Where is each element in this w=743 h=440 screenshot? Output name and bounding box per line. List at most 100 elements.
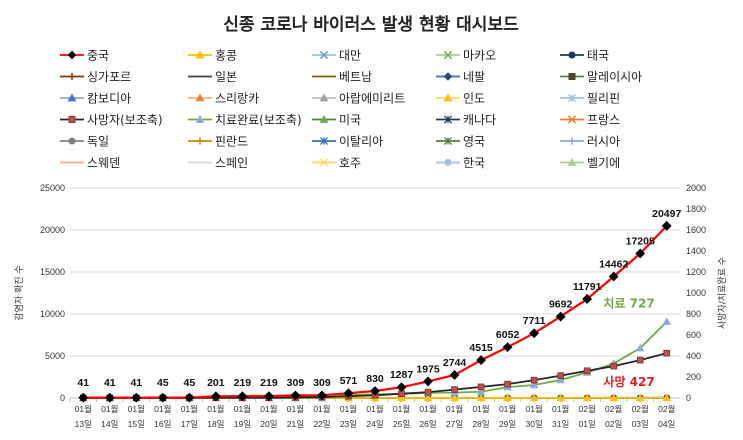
data-point	[556, 393, 565, 402]
x-tick-label: 14일	[101, 419, 118, 429]
legend-entry: 일본	[188, 70, 237, 84]
data-label: 20497	[652, 208, 681, 220]
data-point	[582, 294, 593, 304]
data-label: 219	[234, 377, 252, 389]
legend-entry: 사망자(보조축)	[60, 113, 163, 127]
plot-area	[78, 220, 672, 403]
legend-label: 한국	[463, 156, 485, 170]
legend-marker	[67, 50, 77, 60]
x-tick-label: 30일	[525, 419, 542, 429]
legend-label: 미국	[339, 113, 361, 127]
legend-label: 일본	[215, 70, 237, 84]
data-point	[635, 343, 645, 352]
data-point	[449, 370, 460, 380]
data-point	[423, 393, 433, 402]
annotations: 치료 727 사망 427	[603, 296, 654, 390]
data-point	[504, 380, 511, 388]
data-label: 41	[130, 377, 142, 389]
x-tick-label: 01월	[181, 404, 198, 414]
annotation-recovered: 치료 727	[603, 296, 654, 311]
x-tick-label: 29일	[499, 419, 516, 429]
x-tick-label: 01월	[154, 404, 171, 414]
legend-marker	[568, 137, 576, 145]
legend-marker	[443, 50, 453, 60]
data-point	[476, 393, 486, 402]
legend-entry: 캄보디아	[60, 92, 131, 106]
legend-entry: 중국	[60, 49, 109, 63]
y-tick-right: 1400	[686, 246, 706, 256]
legend-label: 싱가포르	[87, 70, 131, 84]
legend-marker	[444, 158, 452, 167]
x-tick-label: 01월	[499, 404, 516, 414]
legend-label: 독일	[87, 135, 109, 149]
x-tick-label: 02월	[605, 404, 622, 414]
legend-entry: 태국	[560, 49, 609, 63]
data-point	[131, 392, 142, 403]
data-label: 1975	[416, 363, 440, 375]
data-label: 41	[77, 377, 89, 389]
legend-marker	[319, 158, 329, 167]
legend-label: 네팔	[463, 70, 485, 84]
x-tick-label: 19일	[234, 419, 251, 429]
y-tick-left: 25000	[40, 183, 65, 193]
data-label: 17205	[626, 235, 655, 247]
data-point	[477, 383, 485, 391]
data-point	[237, 391, 248, 402]
data-label: 830	[366, 373, 384, 385]
x-tick-label: 23일	[340, 419, 357, 429]
y-tick-left: 0	[60, 393, 65, 403]
y-tick-left: 5000	[45, 351, 65, 361]
x-tick-label: 16일	[154, 419, 171, 429]
data-label: 309	[313, 377, 331, 389]
x-tick-label: 28일	[472, 419, 489, 429]
y-tick-right: 1000	[686, 288, 706, 298]
y-axis-title-left: 감염자 확진 수	[13, 265, 25, 320]
x-tick-label: 21일	[287, 419, 304, 429]
legend-marker	[195, 114, 205, 123]
data-point	[608, 271, 619, 282]
x-tick-label: 01월	[313, 404, 330, 414]
legend-marker	[195, 50, 205, 59]
y-tick-right: 400	[686, 351, 701, 361]
data-label: 45	[157, 377, 169, 389]
legend-label: 스웨덴	[87, 156, 120, 170]
data-label: 571	[340, 375, 358, 387]
data-point	[290, 390, 301, 401]
legend-label: 마카오	[463, 49, 496, 63]
data-point	[583, 367, 591, 375]
legend-marker	[568, 73, 576, 81]
legend-entry: 필리핀	[560, 92, 620, 106]
data-point	[529, 380, 539, 389]
x-tick-label: 02월	[632, 404, 649, 414]
legend-entry: 마카오	[436, 49, 496, 63]
legend-label: 태국	[587, 49, 609, 63]
x-tick-label: 01월	[552, 404, 569, 414]
y-tick-right: 800	[686, 309, 701, 319]
x-tick-label: 25일	[393, 419, 410, 429]
legend-label: 사망자(보조축)	[87, 113, 163, 127]
data-point	[476, 387, 486, 395]
data-label: 309	[287, 377, 305, 389]
x-tick-label: 01월	[75, 404, 92, 414]
x-tick-label: 01월	[287, 404, 304, 414]
data-point	[423, 376, 433, 387]
y-tick-right: 0	[686, 393, 691, 403]
legend-marker	[319, 50, 329, 60]
data-point	[502, 342, 513, 353]
data-point	[610, 362, 617, 370]
data-point	[661, 220, 672, 231]
legend-marker	[68, 72, 76, 81]
data-point	[557, 372, 564, 379]
x-tick-label: 01월	[419, 404, 436, 414]
data-point	[184, 392, 195, 403]
legend-marker	[568, 51, 576, 59]
data-point	[397, 393, 406, 402]
data-point	[264, 391, 274, 402]
data-point	[609, 393, 618, 402]
data-label: 7711	[523, 315, 546, 327]
legend-marker	[567, 115, 577, 124]
x-tick-label: 18일	[207, 419, 224, 429]
legend-entry: 영국	[436, 135, 485, 149]
